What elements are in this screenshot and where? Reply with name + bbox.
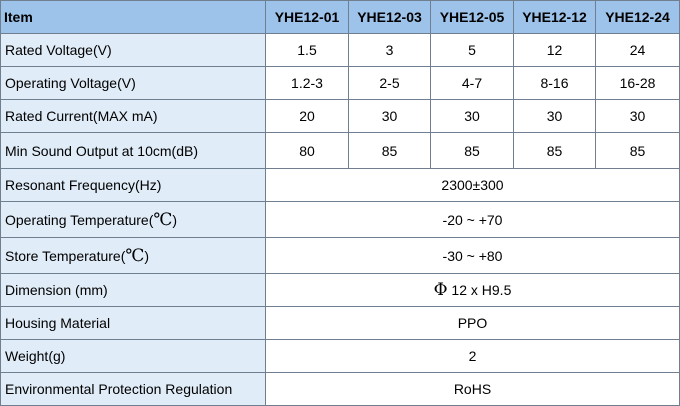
header-model: YHE12-01: [265, 0, 349, 34]
cell-value: 12: [513, 33, 596, 67]
table-row-weight: Weight(g) 2: [0, 339, 680, 373]
dimension-text: 12 x H9.5: [447, 282, 512, 298]
header-model: YHE12-05: [430, 0, 514, 34]
row-label: Dimension (mm): [0, 273, 266, 307]
table-row-min-sound-output: Min Sound Output at 10cm(dB) 80 85 85 85…: [0, 132, 680, 169]
cell-value: 3: [348, 33, 431, 67]
row-label: Operating Voltage(V): [0, 66, 266, 100]
label-text: Operating Temperature(: [5, 211, 154, 228]
table-row-store-temperature: Store Temperature(℃) -30 ~ +80: [0, 237, 680, 274]
row-label: Housing Material: [0, 306, 266, 340]
diameter-symbol: Φ: [433, 280, 448, 300]
header-model: YHE12-03: [348, 0, 431, 34]
cell-value: 2300±300: [265, 168, 680, 202]
table-row-environmental-regulation: Environmental Protection Regulation RoHS: [0, 372, 680, 406]
row-label: Rated Voltage(V): [0, 33, 266, 67]
table-row-resonant-frequency: Resonant Frequency(Hz) 2300±300: [0, 168, 680, 202]
cell-value: 2: [265, 339, 680, 373]
cell-value: 85: [348, 132, 431, 169]
header-model: YHE12-12: [513, 0, 596, 34]
table-row-operating-voltage: Operating Voltage(V) 1.2-3 2-5 4-7 8-16 …: [0, 66, 680, 100]
label-close: ): [172, 211, 178, 228]
row-label: Min Sound Output at 10cm(dB): [0, 132, 266, 169]
row-label: Weight(g): [0, 339, 266, 373]
row-label: Resonant Frequency(Hz): [0, 168, 266, 202]
table-row-operating-temperature: Operating Temperature(℃) -20 ~ +70: [0, 201, 680, 238]
cell-value: 85: [513, 132, 596, 169]
cell-value: Φ 12 x H9.5: [265, 273, 680, 307]
table-row-rated-current: Rated Current(MAX mA) 20 30 30 30 30: [0, 99, 680, 133]
celsius-unit: ℃: [153, 209, 173, 230]
cell-value: 2-5: [348, 66, 431, 100]
label-text: Store Temperature(: [5, 247, 126, 264]
row-label: Operating Temperature(℃): [0, 201, 266, 238]
cell-value: 24: [595, 33, 680, 67]
cell-value: 1.2-3: [265, 66, 349, 100]
row-label: Store Temperature(℃): [0, 237, 266, 274]
cell-value: 85: [595, 132, 680, 169]
header-item: Item: [0, 0, 266, 34]
cell-value: 30: [595, 99, 680, 133]
cell-value: 16-28: [595, 66, 680, 100]
cell-value: 30: [430, 99, 514, 133]
header-row: Item YHE12-01 YHE12-03 YHE12-05 YHE12-12…: [0, 0, 680, 34]
cell-value: 80: [265, 132, 349, 169]
cell-value: -30 ~ +80: [265, 237, 680, 274]
cell-value: 85: [430, 132, 514, 169]
row-label: Rated Current(MAX mA): [0, 99, 266, 133]
table-row-housing-material: Housing Material PPO: [0, 306, 680, 340]
cell-value: 4-7: [430, 66, 514, 100]
cell-value: 5: [430, 33, 514, 67]
cell-value: 8-16: [513, 66, 596, 100]
table-row-dimension: Dimension (mm) Φ 12 x H9.5: [0, 273, 680, 307]
cell-value: 20: [265, 99, 349, 133]
cell-value: 1.5: [265, 33, 349, 67]
cell-value: 30: [348, 99, 431, 133]
celsius-unit: ℃: [125, 245, 145, 266]
cell-value: RoHS: [265, 372, 680, 406]
cell-value: 30: [513, 99, 596, 133]
table-row-rated-voltage: Rated Voltage(V) 1.5 3 5 12 24: [0, 33, 680, 67]
label-close: ): [144, 247, 150, 264]
row-label: Environmental Protection Regulation: [0, 372, 266, 406]
cell-value: PPO: [265, 306, 680, 340]
cell-value: -20 ~ +70: [265, 201, 680, 238]
header-model: YHE12-24: [595, 0, 680, 34]
